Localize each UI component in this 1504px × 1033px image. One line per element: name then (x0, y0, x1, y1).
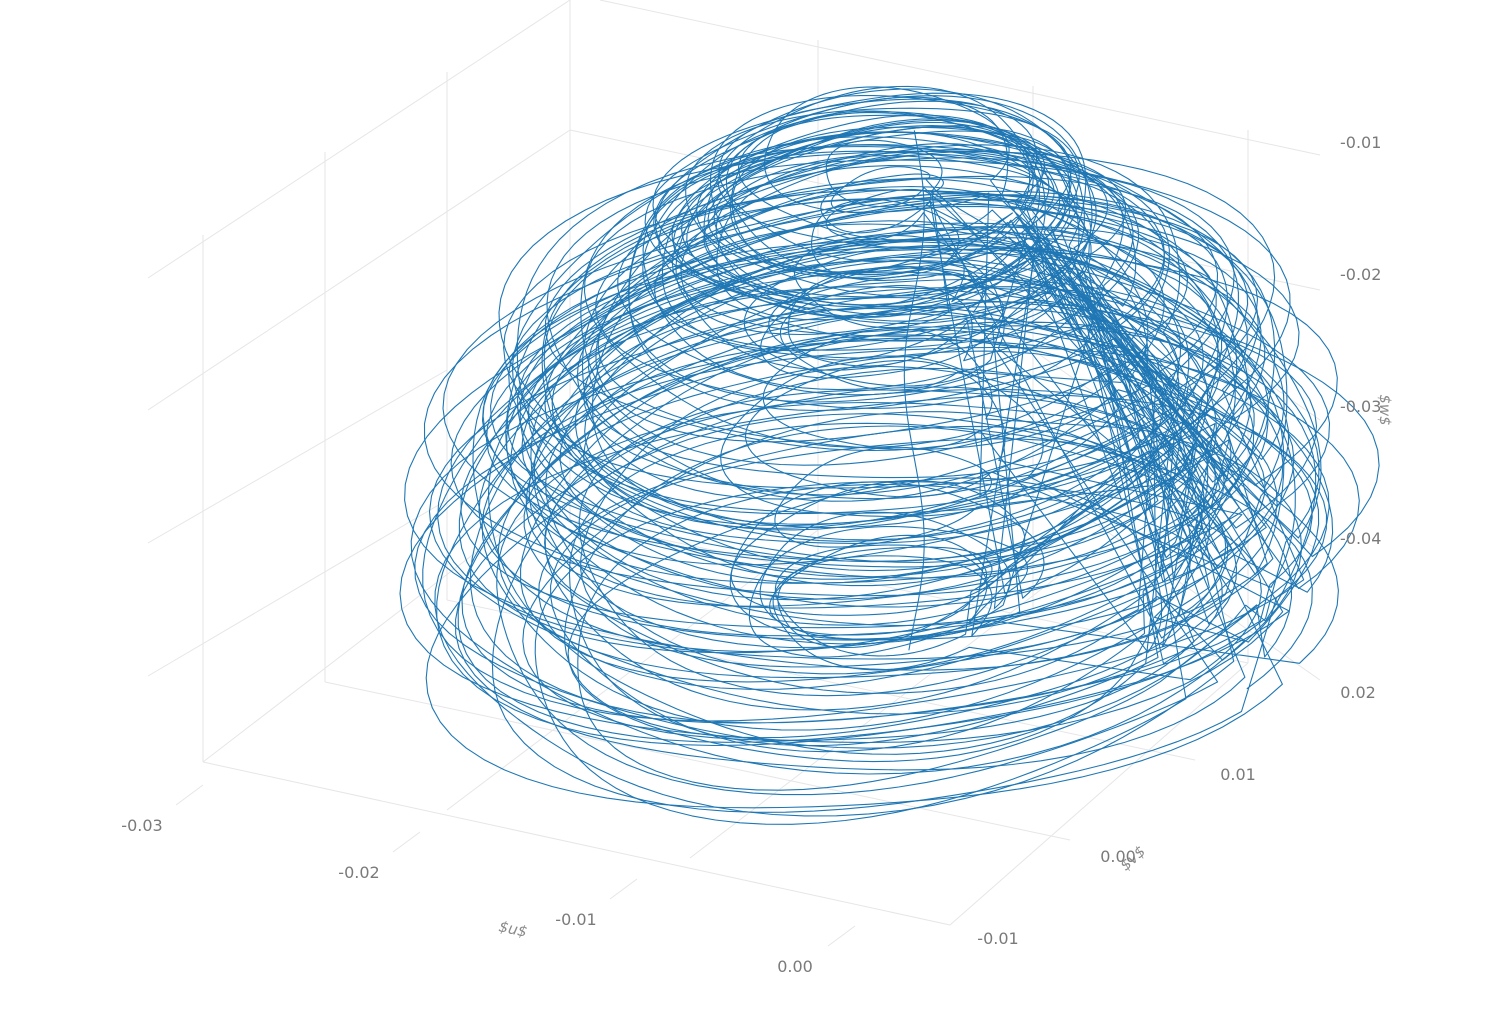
z-tick-label: -0.01 (1340, 133, 1381, 152)
x-axis-title: $u$ (497, 917, 529, 941)
x-tick-mark (827, 925, 856, 947)
x-tick-label: -0.02 (338, 863, 379, 882)
trajectory-segment (422, 107, 1380, 722)
x-tick-label: -0.03 (121, 816, 162, 835)
floor-v-gridline (446, 599, 1196, 761)
side-wall-horizontal-gridline (147, 0, 571, 279)
side-wall-horizontal-gridline (147, 129, 571, 411)
x-tick-mark (392, 831, 421, 853)
y-tick-label: 0.02 (1340, 683, 1376, 702)
floor-u-gridline (202, 479, 571, 763)
trajectory-segment (423, 86, 1288, 697)
x-tick-label: 0.00 (777, 957, 813, 976)
trajectory-segment (410, 145, 1317, 775)
trajectory-segment (437, 95, 1328, 813)
z-axis-title: $w$ (1376, 394, 1394, 425)
side-wall-horizontal-gridline (147, 369, 448, 544)
trajectory-segment (496, 88, 1303, 796)
x-tick-mark (175, 784, 204, 806)
trajectory-segment (458, 85, 1331, 741)
side-wall-horizontal-gridline (147, 499, 448, 677)
z-tick-label: -0.02 (1340, 265, 1381, 284)
attractor-trajectory (399, 85, 1380, 825)
y-tick-label: 0.00 (1100, 847, 1136, 866)
y-tick-label: 0.01 (1220, 765, 1256, 784)
trajectory-segment (399, 98, 1339, 809)
trajectory-segment (442, 126, 1276, 763)
back-wall-horizontal-gridline (569, 129, 1321, 291)
grid-lines (147, 0, 1321, 947)
trajectory-segment (450, 95, 1285, 747)
floor-v-gridline (202, 761, 951, 926)
z-tick-label: -0.04 (1340, 529, 1381, 548)
x-tick-label: -0.01 (555, 910, 596, 929)
x-tick-mark (609, 878, 638, 900)
back-wall-horizontal-gridline (599, 0, 1321, 156)
trajectory-axis-strand (903, 130, 925, 651)
floor-u-gridline (949, 662, 1249, 926)
floor-v-gridline (324, 681, 1071, 841)
y-tick-label: -0.01 (977, 929, 1018, 948)
z-tick-label: -0.03 (1340, 397, 1381, 416)
